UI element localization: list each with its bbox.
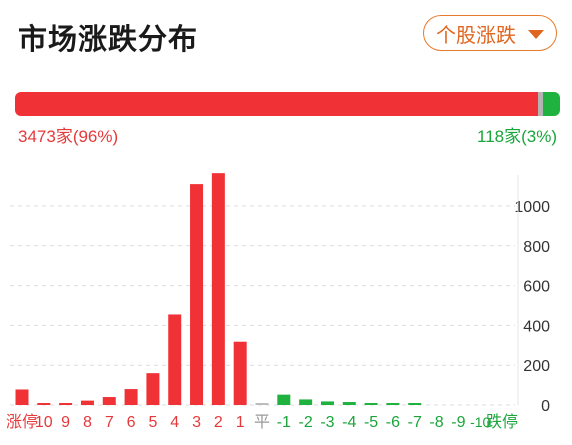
x-tick-label: 4 [170, 414, 179, 431]
bar--4 [342, 402, 356, 405]
bar--6 [386, 403, 400, 405]
bar-平 [255, 403, 269, 405]
flat-segment [538, 92, 543, 116]
y-tick-label: 1000 [514, 199, 550, 216]
advance-decline-bar [15, 92, 560, 116]
x-tick-label: -7 [408, 414, 422, 431]
caret-down-icon [528, 29, 544, 39]
x-tick-label: 5 [148, 414, 157, 431]
x-tick-label: -6 [386, 414, 400, 431]
dropdown-label: 个股涨跌 [436, 24, 516, 47]
x-tick-label: 跌停 [486, 413, 518, 431]
bar--5 [364, 403, 378, 405]
y-tick-label: 600 [523, 279, 550, 296]
y-tick-label: 0 [541, 398, 550, 415]
bar-9 [59, 403, 73, 405]
x-tick-label: -5 [364, 414, 378, 431]
bar--3 [320, 401, 334, 405]
x-tick-label: -10 [470, 414, 490, 430]
advance-segment [15, 92, 539, 116]
bar-1 [233, 341, 247, 405]
bar-2 [211, 173, 225, 405]
bar--2 [299, 399, 313, 405]
stock-change-dropdown[interactable]: 个股涨跌 [423, 15, 557, 51]
x-tick-label: 6 [127, 414, 136, 431]
x-tick-label: 10 [35, 414, 53, 431]
bar--7 [408, 403, 422, 405]
decline-segment [542, 92, 560, 116]
x-tick-label: 涨停 [6, 413, 38, 431]
x-tick-label: 2 [214, 414, 223, 431]
y-tick-label: 400 [523, 318, 550, 335]
bar-5 [146, 373, 160, 405]
x-tick-label: -4 [342, 414, 356, 431]
bar-10 [37, 403, 51, 405]
x-tick-label: -9 [451, 414, 465, 431]
x-tick-label: -8 [429, 414, 443, 431]
x-tick-label: 3 [192, 414, 201, 431]
y-tick-label: 800 [523, 239, 550, 256]
x-tick-label: 1 [236, 414, 245, 431]
decline-count-label: 118家(3%) [477, 127, 557, 146]
bar-涨停 [15, 389, 29, 405]
bar-8 [80, 400, 94, 405]
x-tick-label: 平 [254, 414, 270, 431]
y-tick-label: 200 [523, 358, 550, 375]
x-tick-label: 8 [83, 414, 92, 431]
bar-4 [168, 314, 182, 405]
x-tick-label: -1 [277, 414, 291, 431]
bar-7 [102, 397, 116, 405]
x-tick-label: -2 [299, 414, 313, 431]
bar-3 [190, 184, 204, 405]
x-tick-label: 9 [61, 414, 70, 431]
bar-6 [124, 389, 138, 405]
x-tick-label: -3 [320, 414, 334, 431]
x-tick-label: 7 [105, 414, 114, 431]
advance-count-label: 3473家(96%) [18, 127, 119, 146]
page-title: 市场涨跌分布 [18, 24, 199, 56]
bar--1 [277, 394, 291, 405]
